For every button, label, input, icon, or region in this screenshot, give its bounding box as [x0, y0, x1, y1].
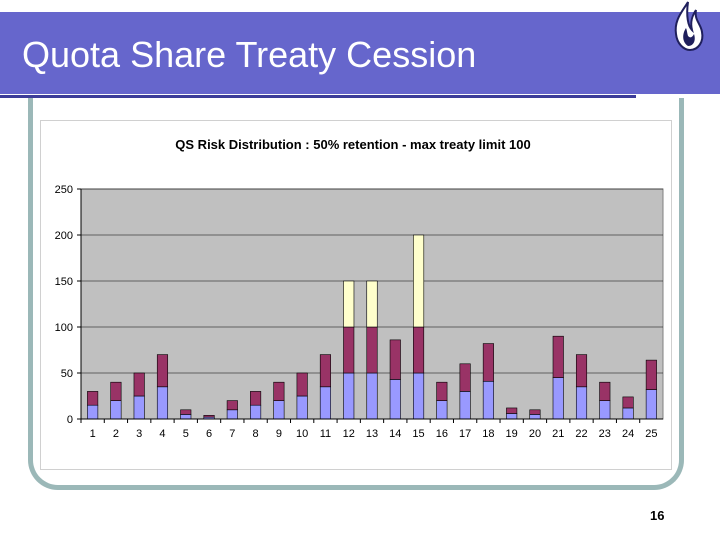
treaty-bar — [436, 381, 448, 401]
retention-bar — [110, 400, 122, 420]
title-bar — [0, 12, 720, 94]
retention-bar — [133, 395, 145, 420]
treaty-bar — [110, 381, 122, 401]
excess-bar — [413, 234, 425, 328]
retention-bar — [622, 407, 634, 420]
x-tick-label: 5 — [183, 428, 189, 440]
treaty-bar — [156, 354, 169, 388]
x-tick-label: 22 — [575, 428, 587, 440]
retention-bar — [250, 404, 262, 420]
retention-bar — [575, 386, 588, 420]
retention-bar — [366, 372, 378, 420]
x-tick-label: 25 — [645, 428, 657, 440]
treaty-bar — [529, 409, 541, 415]
y-tick-label: 50 — [61, 368, 73, 380]
x-tick-label: 16 — [436, 428, 448, 440]
retention-bar — [506, 413, 518, 420]
retention-bar — [459, 391, 471, 420]
x-tick-label: 15 — [412, 428, 424, 440]
treaty-bar — [645, 359, 657, 390]
chart-container: QS Risk Distribution : 50% retention - m… — [40, 120, 672, 470]
retention-bar — [599, 400, 611, 420]
slide-title: Quota Share Treaty Cession — [22, 34, 477, 75]
chart-title: QS Risk Distribution : 50% retention - m… — [175, 137, 530, 152]
treaty-bar — [203, 415, 215, 418]
x-tick-label: 8 — [253, 428, 259, 440]
treaty-bar — [413, 326, 425, 374]
y-tick-label: 200 — [55, 230, 73, 242]
y-tick-label: 0 — [67, 414, 73, 426]
treaty-bar — [273, 381, 285, 401]
x-tick-label: 23 — [599, 428, 611, 440]
y-tick-label: 250 — [55, 184, 73, 196]
retention-bar — [180, 414, 192, 420]
treaty-bar — [575, 354, 588, 388]
x-tick-label: 1 — [90, 428, 96, 440]
x-tick-label: 18 — [482, 428, 494, 440]
retention-bar — [273, 400, 285, 420]
x-tick-label: 3 — [136, 428, 142, 440]
flame-logo-icon — [674, 1, 704, 52]
treaty-bar — [459, 363, 471, 392]
treaty-bar — [343, 326, 355, 374]
x-tick-label: 20 — [529, 428, 541, 440]
retention-bar — [226, 409, 238, 420]
treaty-bar — [226, 400, 238, 411]
y-tick-label: 100 — [55, 322, 73, 334]
x-tick-label: 24 — [622, 428, 634, 440]
retention-bar — [436, 400, 448, 420]
x-tick-label: 12 — [343, 428, 355, 440]
treaty-bar — [180, 409, 192, 415]
x-tick-label: 11 — [320, 428, 331, 440]
treaty-bar — [366, 326, 378, 374]
frame-left-edge — [28, 98, 33, 118]
retention-bar — [389, 379, 401, 420]
x-tick-label: 14 — [389, 428, 401, 440]
page-number: 16 — [650, 508, 665, 523]
y-tick-label: 150 — [55, 276, 73, 288]
x-tick-label: 2 — [113, 428, 119, 440]
x-tick-label: 21 — [552, 428, 564, 440]
frame-right-edge — [679, 98, 684, 118]
treaty-bar — [622, 396, 634, 409]
treaty-bar — [296, 372, 308, 397]
retention-bar — [413, 372, 425, 420]
risk-distribution-chart: QS Risk Distribution : 50% retention - m… — [55, 137, 664, 440]
retention-bar — [87, 404, 99, 420]
x-tick-label: 9 — [276, 428, 282, 440]
treaty-bar — [87, 391, 99, 406]
retention-bar — [645, 389, 657, 420]
x-tick-label: 6 — [206, 428, 212, 440]
x-tick-label: 17 — [459, 428, 471, 440]
treaty-bar — [319, 354, 331, 388]
retention-bar — [552, 377, 564, 420]
retention-bar — [156, 386, 169, 420]
x-tick-label: 19 — [506, 428, 518, 440]
x-tick-label: 13 — [366, 428, 378, 440]
retention-bar — [343, 372, 355, 420]
retention-bar — [296, 395, 308, 420]
x-tick-label: 4 — [159, 428, 165, 440]
retention-bar — [482, 380, 494, 420]
content-frame — [28, 98, 684, 490]
treaty-bar — [552, 335, 564, 378]
treaty-bar — [482, 343, 494, 382]
retention-bar — [529, 414, 541, 420]
excess-bar — [366, 280, 378, 328]
treaty-bar — [250, 391, 262, 406]
excess-bar — [343, 280, 355, 328]
x-tick-label: 10 — [296, 428, 308, 440]
x-tick-label: 7 — [229, 428, 235, 440]
retention-bar — [319, 386, 331, 420]
title-underline — [0, 95, 636, 98]
treaty-bar — [506, 407, 518, 414]
treaty-bar — [133, 372, 145, 397]
treaty-bar — [599, 381, 611, 401]
treaty-bar — [389, 339, 401, 380]
